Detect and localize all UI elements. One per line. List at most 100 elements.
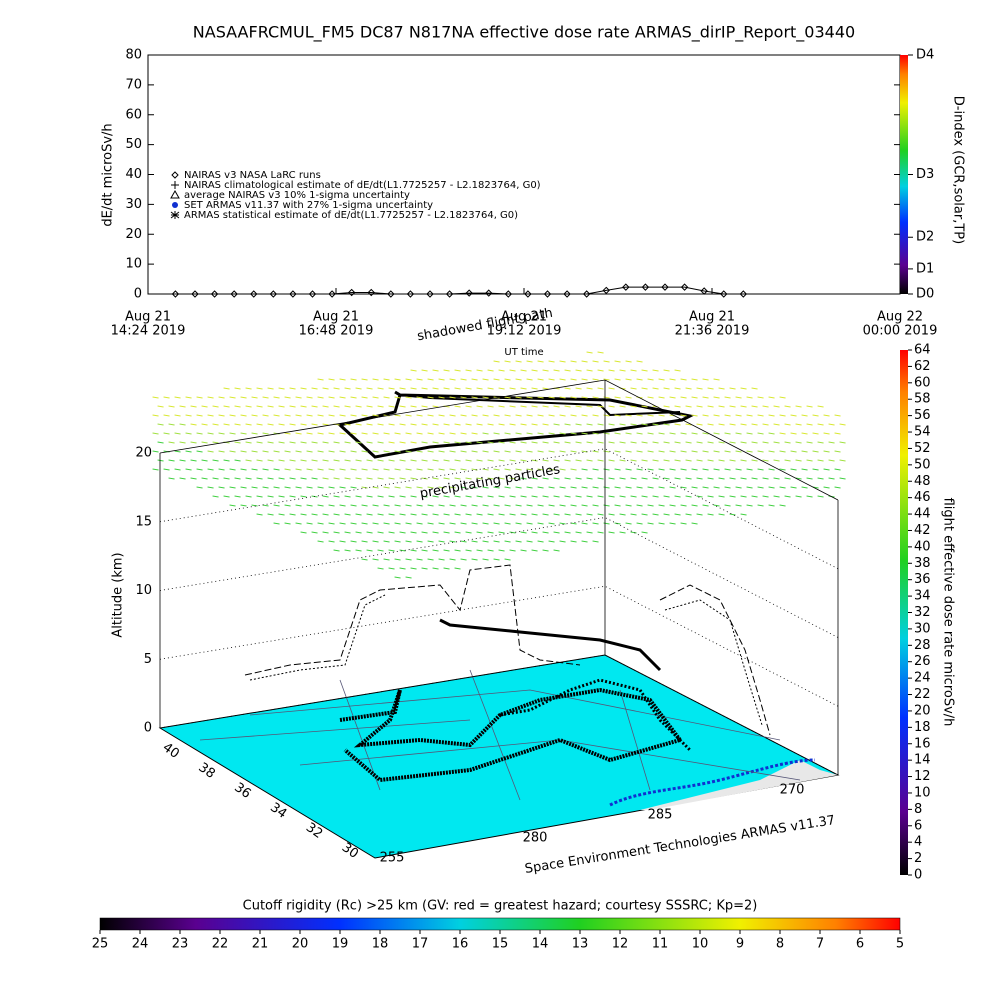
particle-dash <box>405 486 412 489</box>
particle-dash <box>564 441 571 444</box>
particle-dash <box>190 477 197 480</box>
particle-dash <box>636 468 643 471</box>
particle-dash <box>174 432 181 435</box>
particle-dash <box>570 522 577 525</box>
particle-dash <box>773 405 780 408</box>
particle-dash <box>322 477 329 480</box>
particle-dash <box>559 504 566 507</box>
particle-dash <box>212 477 219 480</box>
particle-dash <box>361 378 368 381</box>
particle-dash <box>273 450 280 453</box>
particle-dash <box>614 468 621 471</box>
particle-dash <box>201 459 208 462</box>
particle-dash <box>619 495 626 498</box>
particle-dash <box>372 468 379 471</box>
colorbar-tick-label: 22 <box>212 937 229 952</box>
particle-dash <box>828 459 835 462</box>
particle-dash <box>735 396 742 399</box>
particle-dash <box>625 396 632 399</box>
particle-dash <box>361 432 368 435</box>
particle-dash <box>614 414 621 417</box>
particle-dash <box>696 441 703 444</box>
particle-dash <box>839 459 846 462</box>
particle-dash <box>207 468 214 471</box>
particle-dash <box>388 567 395 570</box>
particle-dash <box>702 504 709 507</box>
particle-dash <box>333 459 340 462</box>
particle-dash <box>718 459 725 462</box>
particle-dash <box>427 468 434 471</box>
colorbar-tick-label: 0 <box>914 868 922 883</box>
particle-dash <box>449 522 456 525</box>
particle-dash <box>504 540 511 543</box>
particle-dash <box>740 423 747 426</box>
particle-dash <box>548 468 555 471</box>
particle-dash <box>652 459 659 462</box>
y2-tick-label: D2 <box>916 230 934 245</box>
particle-dash <box>537 396 544 399</box>
rigidity-colorbar <box>99 917 901 931</box>
particle-dash <box>795 441 802 444</box>
particle-dash <box>707 513 714 516</box>
colorbar-tick-label: 16 <box>914 736 931 751</box>
particle-dash <box>328 414 335 417</box>
particle-dash <box>256 387 263 390</box>
particle-dash <box>394 378 401 381</box>
particle-dash <box>317 504 324 507</box>
particle-dash <box>322 441 329 444</box>
particle-dash <box>449 504 456 507</box>
particle-dash <box>317 450 324 453</box>
particle-dash <box>245 459 252 462</box>
particle-dash <box>300 405 307 408</box>
particle-dash <box>476 495 483 498</box>
lat-tick-label: 36 <box>231 780 253 802</box>
particle-dash <box>614 450 621 453</box>
particle-dash <box>333 387 340 390</box>
particle-dash <box>443 369 450 372</box>
particle-dash <box>306 414 313 417</box>
particle-dash <box>190 441 197 444</box>
particle-dash <box>361 486 368 489</box>
particle-dash <box>218 396 225 399</box>
particle-dash <box>300 513 307 516</box>
particle-dash <box>685 387 692 390</box>
particle-dash <box>476 531 483 534</box>
particle-dash <box>394 396 401 399</box>
particle-dash <box>806 441 813 444</box>
particle-dash <box>768 468 775 471</box>
particle-dash <box>685 423 692 426</box>
particle-dash <box>388 495 395 498</box>
particle-dash <box>377 405 384 408</box>
colorbar-tick-label: 18 <box>372 937 389 952</box>
particle-dash <box>339 486 346 489</box>
particle-dash <box>746 414 753 417</box>
particle-dash <box>768 396 775 399</box>
particle-dash <box>586 405 593 408</box>
particle-dash <box>322 459 329 462</box>
particle-dash <box>724 486 731 489</box>
particle-dash <box>707 423 714 426</box>
particle-dash <box>218 486 225 489</box>
particle-dash <box>570 468 577 471</box>
particle-dash <box>355 477 362 480</box>
colorbar-tick-label: 9 <box>736 937 744 952</box>
particle-dash <box>685 459 692 462</box>
particle-dash <box>520 405 527 408</box>
particle-dash <box>289 477 296 480</box>
particle-dash <box>641 531 648 534</box>
particle-dash <box>674 387 681 390</box>
particle-dash <box>570 360 577 363</box>
z-tick-label: 5 <box>144 652 152 667</box>
particle-dash <box>608 441 615 444</box>
particle-dash <box>399 495 406 498</box>
particle-dash <box>207 396 214 399</box>
particle-dash <box>520 459 527 462</box>
particle-dash <box>498 495 505 498</box>
particle-dash <box>377 459 384 462</box>
particle-dash <box>372 450 379 453</box>
particle-dash <box>339 504 346 507</box>
particle-dash <box>410 405 417 408</box>
particle-dash <box>647 414 654 417</box>
particle-dash <box>504 414 511 417</box>
particle-dash <box>201 423 208 426</box>
